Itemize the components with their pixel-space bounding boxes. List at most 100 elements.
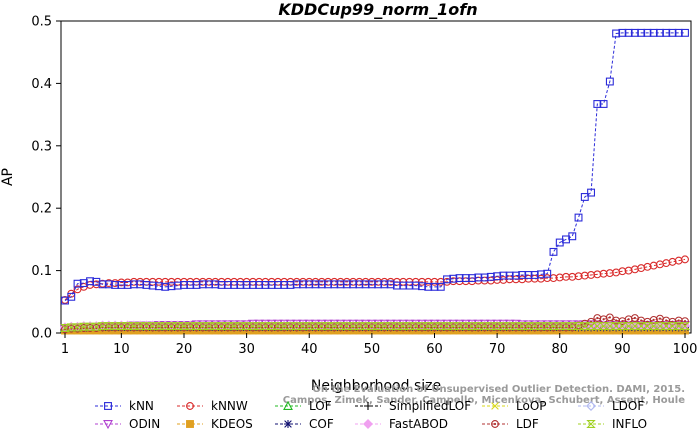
- data-point-inflo: [429, 322, 440, 331]
- data-point-inflo: [79, 322, 89, 331]
- data-point-inflo: [304, 322, 314, 331]
- series-line-knn: [64, 32, 685, 301]
- data-point-inflo: [66, 323, 76, 332]
- data-point-knn: [599, 100, 608, 108]
- legend-marker-knnw: [186, 402, 194, 410]
- axes-layer: 1 10 20 30 40 50 60 70 80 90 100 0.0 0.1 0.2 0.3 0.4 0.5: [31, 15, 697, 358]
- data-point-inflo: [511, 322, 521, 331]
- legend-marker-ldf: [491, 420, 499, 428]
- data-point-inflo: [310, 322, 321, 331]
- y-tick-label: 0.4: [31, 77, 52, 92]
- data-point-knn: [587, 188, 596, 197]
- data-point-inflo: [122, 322, 133, 331]
- x-tick-label: 70: [489, 342, 506, 357]
- data-point-inflo: [216, 322, 227, 331]
- legend-label-odin: ODIN: [129, 417, 160, 431]
- data-point-inflo: [517, 322, 527, 331]
- x-tick-label: 40: [301, 342, 318, 357]
- legend-label-fastabod: FastABOD: [389, 417, 448, 431]
- data-point-inflo: [555, 322, 565, 331]
- credit-line-2: Campos, Zimek, Sander, Campello, Micenko…: [283, 395, 685, 406]
- data-point-inflo: [329, 322, 340, 331]
- x-axis-label: Neighborhood size: [311, 378, 441, 394]
- data-point-inflo: [129, 322, 139, 331]
- legend-item-loop: LoOP: [482, 399, 547, 413]
- y-tick-label: 0.2: [31, 202, 52, 217]
- data-point-inflo: [354, 322, 365, 331]
- data-point-inflo: [291, 322, 302, 331]
- data-point-inflo: [630, 322, 640, 331]
- data-point-inflo: [504, 322, 515, 331]
- data-point-knnw: [681, 255, 689, 264]
- data-point-inflo: [623, 322, 634, 331]
- data-point-inflo: [467, 322, 477, 331]
- data-point-ldf: [605, 313, 614, 322]
- x-tick-label: 90: [614, 342, 631, 357]
- legend-marker-knn: [104, 402, 112, 410]
- data-point-knn: [605, 77, 614, 86]
- data-point-inflo: [580, 322, 590, 331]
- legend-label-ldof: LDOF: [612, 399, 644, 413]
- data-point-inflo: [479, 322, 490, 331]
- data-point-inflo: [367, 322, 377, 331]
- data-point-inflo: [674, 322, 684, 331]
- data-point-inflo: [448, 322, 459, 331]
- data-point-inflo: [410, 322, 421, 331]
- legend-marker-lof: [283, 400, 293, 410]
- series-layer: [60, 28, 690, 335]
- data-point-knn: [549, 247, 558, 256]
- series-inflo: [60, 322, 690, 332]
- data-point-inflo: [266, 322, 277, 331]
- data-point-inflo: [498, 322, 509, 331]
- data-point-inflo: [160, 322, 170, 331]
- legend-label-inflo: INFLO: [612, 417, 647, 431]
- legend-label-ldf: LDF: [516, 417, 539, 431]
- data-point-inflo: [680, 322, 690, 331]
- legend-item-kdeos: KDEOS: [177, 417, 253, 431]
- data-point-knn: [568, 232, 577, 241]
- data-point-inflo: [486, 322, 496, 331]
- data-point-inflo: [636, 322, 646, 331]
- legend-marker-ldof: [586, 401, 596, 411]
- data-point-inflo: [567, 322, 578, 331]
- x-tick-label: 50: [364, 342, 381, 357]
- legend-label-knn: kNN: [129, 399, 154, 413]
- data-point-inflo: [166, 322, 177, 331]
- data-point-inflo: [454, 322, 465, 331]
- data-point-inflo: [273, 322, 283, 331]
- legend-item-knnw: kNNW: [177, 399, 248, 413]
- data-point-inflo: [241, 322, 252, 331]
- data-point-inflo: [154, 322, 164, 331]
- x-tick-label: 60: [426, 342, 443, 357]
- data-point-inflo: [317, 322, 327, 331]
- legend-label-kdeos: KDEOS: [211, 417, 253, 431]
- legend-marker-loop: [491, 402, 499, 410]
- data-point-inflo: [598, 322, 609, 331]
- data-point-inflo: [229, 322, 239, 331]
- series-line-inflo: [64, 325, 685, 329]
- data-point-inflo: [147, 322, 158, 331]
- data-point-inflo: [648, 322, 659, 331]
- series-knnw: [61, 255, 689, 304]
- data-point-inflo: [661, 322, 671, 331]
- data-point-inflo: [373, 322, 383, 331]
- legend-label-loop: LoOP: [516, 399, 547, 413]
- y-tick-label: 0.0: [31, 327, 52, 342]
- data-point-inflo: [436, 322, 446, 331]
- credit-line-1: On the Evaluation of Unsupervised Outlie…: [312, 384, 685, 395]
- data-point-knn: [436, 282, 445, 291]
- data-point-inflo: [342, 322, 352, 331]
- data-point-inflo: [223, 322, 233, 331]
- legend-marker-cof: [284, 420, 292, 428]
- data-point-inflo: [379, 322, 390, 331]
- y-tick-label: 0.5: [31, 15, 52, 30]
- data-point-inflo: [97, 322, 108, 331]
- data-point-inflo: [141, 322, 152, 331]
- data-point-inflo: [529, 322, 540, 331]
- legend-item-cof: COF: [275, 417, 334, 431]
- data-point-inflo: [592, 322, 603, 331]
- y-tick-label: 0.3: [31, 139, 52, 154]
- x-tick-label: 100: [673, 342, 698, 357]
- series-ldf: [61, 313, 689, 334]
